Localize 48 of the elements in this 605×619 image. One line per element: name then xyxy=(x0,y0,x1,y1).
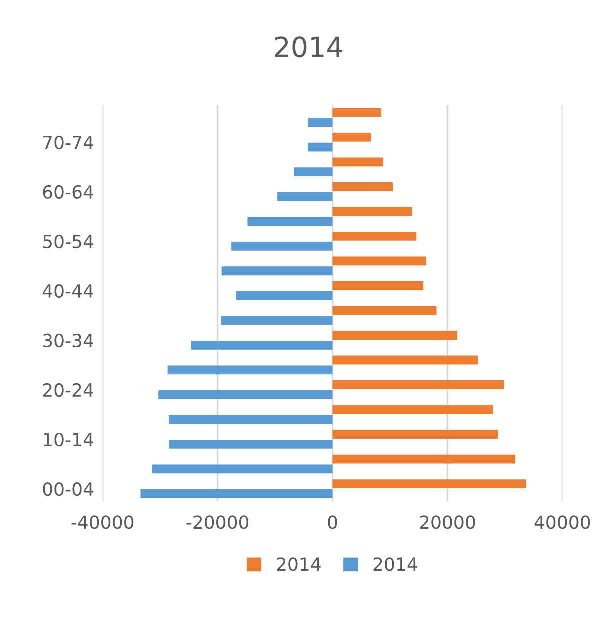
bar xyxy=(332,454,516,464)
y-tick-label: 70-74 xyxy=(44,136,94,150)
y-tick-label: 30-34 xyxy=(43,334,94,348)
y-tick-label: 10-14 xyxy=(44,432,94,447)
bar xyxy=(332,282,424,290)
y-tick-label: 40-44 xyxy=(42,284,94,298)
bar xyxy=(332,306,437,316)
bar xyxy=(332,207,412,216)
bar xyxy=(248,217,333,226)
bar xyxy=(308,142,333,152)
bar xyxy=(191,340,333,350)
bar xyxy=(332,405,494,414)
bar xyxy=(332,158,384,167)
bar xyxy=(168,366,333,375)
x-tick-label: -20000 xyxy=(186,516,249,530)
x-tick-label: -40000 xyxy=(72,516,134,530)
bar xyxy=(170,440,333,449)
bar xyxy=(294,168,333,177)
bar xyxy=(221,316,333,326)
x-tick-label: 40000 xyxy=(534,516,590,530)
legend-label: 2014 xyxy=(277,558,321,572)
bar xyxy=(168,415,333,424)
x-tick-label: 0 xyxy=(328,516,338,530)
bar xyxy=(236,291,333,300)
bar xyxy=(158,390,333,400)
bar xyxy=(332,108,382,118)
x-tick-label: 20000 xyxy=(420,516,476,530)
legend-label: 2014 xyxy=(374,558,418,572)
bar xyxy=(332,331,458,340)
bar xyxy=(140,490,333,498)
bar xyxy=(332,232,417,241)
bar xyxy=(332,132,372,142)
bar xyxy=(332,380,504,390)
bar xyxy=(332,356,478,365)
bar xyxy=(332,480,526,489)
bar xyxy=(332,256,426,266)
y-tick-label: 50-54 xyxy=(43,234,94,249)
bar xyxy=(332,182,394,192)
y-tick-label: 60-64 xyxy=(43,185,94,200)
bar xyxy=(232,242,333,251)
bar xyxy=(278,192,333,202)
bar xyxy=(308,118,333,128)
y-tick-label: 00-04 xyxy=(43,482,94,496)
bar xyxy=(152,464,333,474)
chart-title: 2014 xyxy=(275,36,342,58)
bar xyxy=(332,430,498,439)
y-tick-label: 20-24 xyxy=(43,383,94,398)
bar xyxy=(222,266,333,276)
